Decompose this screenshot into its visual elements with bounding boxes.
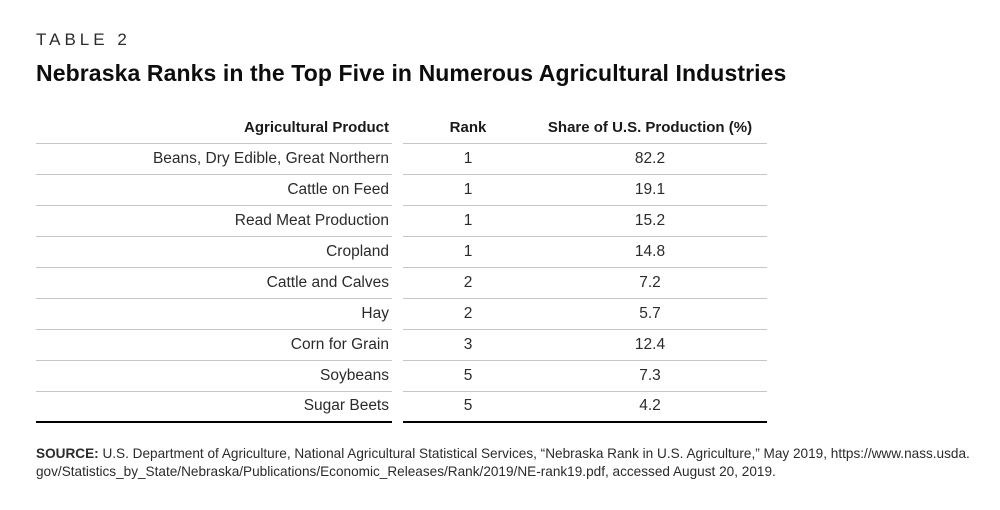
header-row: Agricultural Product Rank Share of U.S. …: [36, 117, 767, 144]
source-text: U.S. Department of Agriculture, National…: [36, 446, 970, 479]
cell-product: Soybeans: [36, 360, 392, 392]
column-header-rank: Rank: [403, 117, 533, 144]
cell-rank: 5: [403, 360, 533, 392]
cell-share: 82.2: [533, 143, 767, 175]
cell-share: 7.2: [533, 267, 767, 299]
cell-product: Cattle on Feed: [36, 174, 392, 206]
source-note: SOURCE: U.S. Department of Agriculture, …: [36, 445, 970, 481]
cell-share: 19.1: [533, 174, 767, 206]
cell-product: Hay: [36, 298, 392, 330]
cell-product: Beans, Dry Edible, Great Northern: [36, 143, 392, 175]
table-row: Cropland 1 14.8: [36, 236, 767, 268]
cell-rank: 1: [403, 236, 533, 268]
cell-product: Sugar Beets: [36, 391, 392, 423]
table-row: Read Meat Production 1 15.2: [36, 205, 767, 237]
column-header-share: Share of U.S. Production (%): [533, 117, 767, 144]
cell-rank: 5: [403, 391, 533, 423]
cell-gap: [392, 298, 403, 329]
table-row: Hay 2 5.7: [36, 298, 767, 330]
cell-product: Read Meat Production: [36, 205, 392, 237]
cell-share: 14.8: [533, 236, 767, 268]
cell-gap: [392, 267, 403, 298]
table-row: Beans, Dry Edible, Great Northern 1 82.2: [36, 143, 767, 175]
cell-share: 12.4: [533, 329, 767, 361]
cell-product: Cattle and Calves: [36, 267, 392, 299]
cell-rank: 1: [403, 143, 533, 175]
cell-gap: [392, 143, 403, 174]
table-row: Soybeans 5 7.3: [36, 360, 767, 392]
agricultural-rank-table: Agricultural Product Rank Share of U.S. …: [36, 117, 767, 423]
cell-share: 15.2: [533, 205, 767, 237]
source-label: SOURCE:: [36, 446, 99, 461]
cell-gap: [392, 329, 403, 360]
cell-rank: 2: [403, 298, 533, 330]
cell-rank: 1: [403, 205, 533, 237]
cell-gap: [392, 360, 403, 391]
cell-gap: [392, 174, 403, 205]
table-row: Corn for Grain 3 12.4: [36, 329, 767, 361]
table-row: Sugar Beets 5 4.2: [36, 391, 767, 423]
table-title: Nebraska Ranks in the Top Five in Numero…: [36, 60, 787, 86]
cell-share: 5.7: [533, 298, 767, 330]
cell-product: Corn for Grain: [36, 329, 392, 361]
table-kicker: TABLE 2: [36, 30, 131, 49]
column-gap: [392, 117, 403, 143]
cell-rank: 2: [403, 267, 533, 299]
cell-share: 7.3: [533, 360, 767, 392]
table-header: Agricultural Product Rank Share of U.S. …: [36, 117, 767, 144]
table-row: Cattle on Feed 1 19.1: [36, 174, 767, 206]
table-row: Cattle and Calves 2 7.2: [36, 267, 767, 299]
cell-share: 4.2: [533, 391, 767, 423]
table-body: Beans, Dry Edible, Great Northern 1 82.2…: [36, 143, 767, 423]
cell-rank: 1: [403, 174, 533, 206]
cell-gap: [392, 205, 403, 236]
cell-rank: 3: [403, 329, 533, 361]
cell-gap: [392, 391, 403, 422]
cell-gap: [392, 236, 403, 267]
column-header-product: Agricultural Product: [36, 117, 392, 144]
cell-product: Cropland: [36, 236, 392, 268]
